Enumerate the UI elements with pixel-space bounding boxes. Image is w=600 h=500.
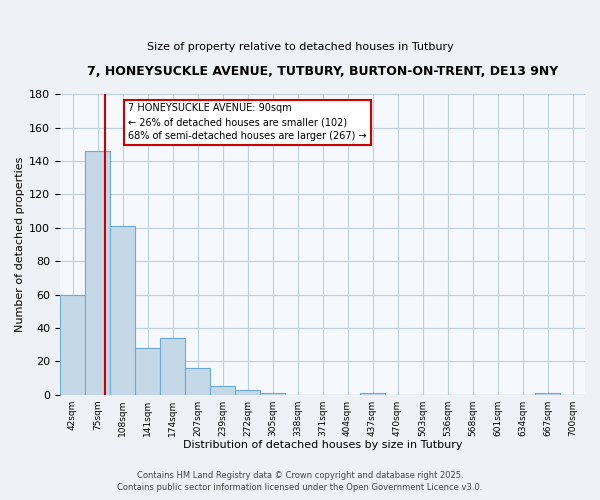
Bar: [260, 393, 285, 394]
Bar: [235, 390, 260, 394]
Bar: [210, 386, 235, 394]
Bar: [160, 338, 185, 394]
Text: Size of property relative to detached houses in Tutbury: Size of property relative to detached ho…: [146, 42, 454, 52]
Text: Contains HM Land Registry data © Crown copyright and database right 2025.
Contai: Contains HM Land Registry data © Crown c…: [118, 471, 482, 492]
X-axis label: Distribution of detached houses by size in Tutbury: Distribution of detached houses by size …: [183, 440, 462, 450]
Text: 7 HONEYSUCKLE AVENUE: 90sqm
← 26% of detached houses are smaller (102)
68% of se: 7 HONEYSUCKLE AVENUE: 90sqm ← 26% of det…: [128, 104, 367, 142]
Bar: [535, 393, 560, 394]
Bar: [185, 368, 210, 394]
Bar: [60, 294, 85, 394]
Y-axis label: Number of detached properties: Number of detached properties: [15, 157, 25, 332]
Bar: [360, 393, 385, 394]
Title: 7, HONEYSUCKLE AVENUE, TUTBURY, BURTON-ON-TRENT, DE13 9NY: 7, HONEYSUCKLE AVENUE, TUTBURY, BURTON-O…: [87, 65, 558, 78]
Bar: [110, 226, 135, 394]
Bar: [135, 348, 160, 395]
Bar: [85, 151, 110, 394]
